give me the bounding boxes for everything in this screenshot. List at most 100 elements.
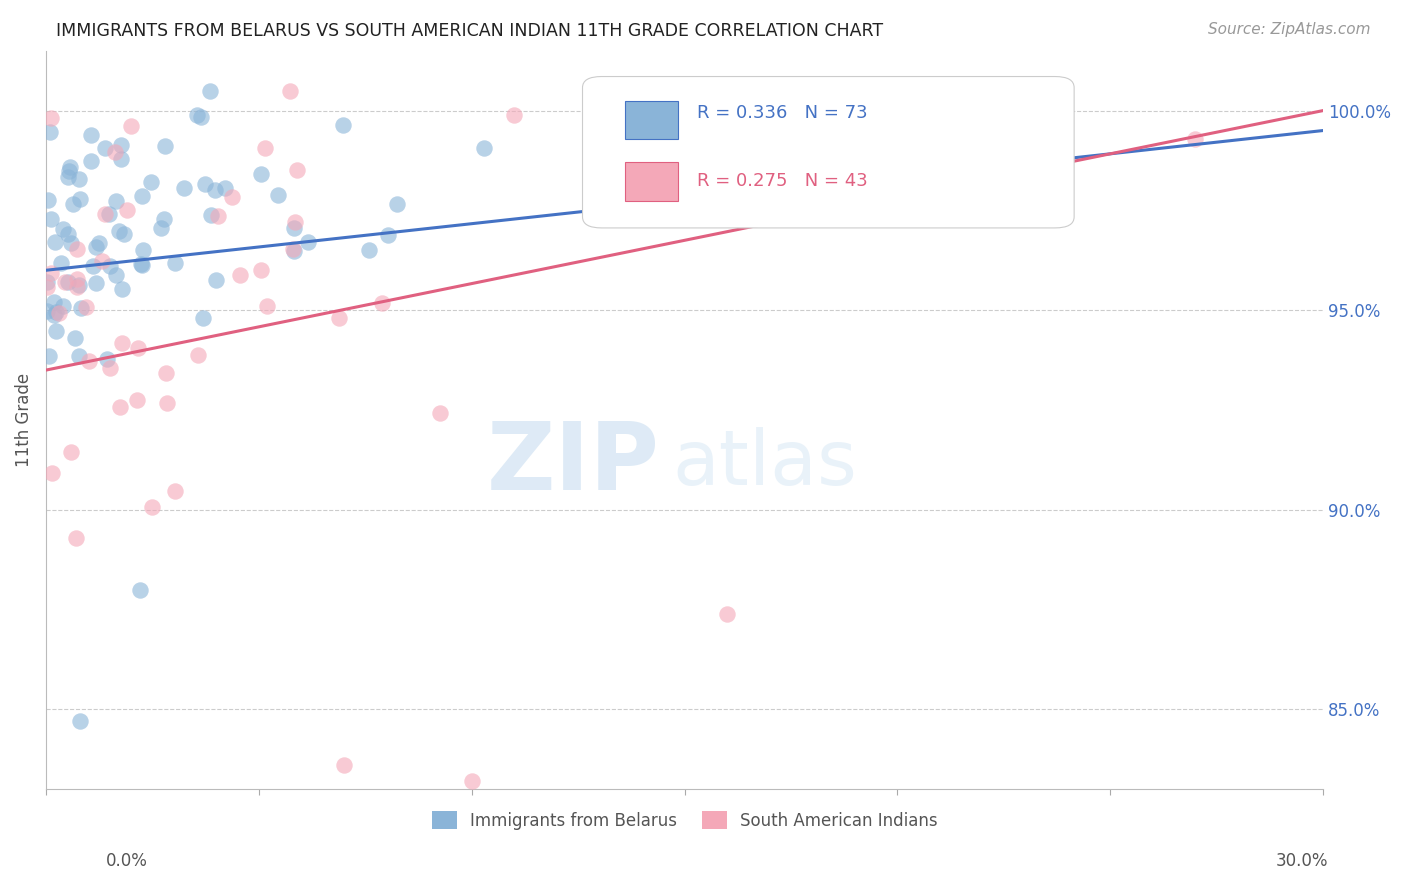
Point [163, 484, 186, 499]
Point [155, 396, 177, 410]
Point [503, 108, 526, 122]
Point [66, 279, 89, 293]
Legend: Immigrants from Belarus, South American Indians: Immigrants from Belarus, South American … [425, 805, 945, 837]
Point [387, 197, 409, 211]
Point [132, 243, 155, 257]
Point [155, 366, 177, 380]
Point [62, 196, 84, 211]
Point [104, 194, 127, 209]
Point [129, 257, 152, 271]
Point [84, 277, 107, 291]
Point [153, 212, 176, 227]
Point [359, 243, 381, 257]
Point [42, 295, 65, 310]
Point [278, 84, 301, 98]
Point [127, 393, 149, 408]
Text: IMMIGRANTS FROM BELARUS VS SOUTH AMERICAN INDIAN 11TH GRADE CORRELATION CHART: IMMIGRANTS FROM BELARUS VS SOUTH AMERICA… [56, 22, 883, 40]
Point [377, 227, 399, 242]
Point [429, 406, 451, 420]
Point [110, 138, 132, 153]
Point [139, 175, 162, 189]
Text: atlas: atlas [672, 427, 856, 501]
Point [37, 280, 59, 294]
Point [69, 714, 91, 729]
Point [120, 119, 142, 133]
Point [70, 301, 93, 316]
Point [52, 222, 75, 236]
Point [58, 170, 80, 185]
Point [194, 177, 217, 191]
Point [98, 260, 121, 274]
Point [60, 235, 83, 250]
Point [65, 531, 87, 545]
Point [1184, 131, 1206, 145]
Point [972, 99, 994, 113]
Point [67, 277, 90, 292]
Point [250, 263, 273, 277]
Text: Source: ZipAtlas.com: Source: ZipAtlas.com [1208, 22, 1371, 37]
Point [39, 212, 62, 227]
Point [53, 275, 76, 289]
Point [716, 607, 738, 621]
Point [283, 220, 305, 235]
Point [39, 266, 62, 280]
Point [65, 272, 87, 286]
Y-axis label: 11th Grade: 11th Grade [15, 373, 32, 467]
Point [39, 125, 62, 139]
Point [90, 254, 112, 268]
Point [328, 310, 350, 325]
Point [131, 189, 153, 203]
Point [44, 235, 66, 250]
Point [297, 235, 319, 250]
Point [190, 110, 212, 124]
Point [198, 84, 221, 98]
Point [370, 295, 392, 310]
Point [193, 310, 215, 325]
Point [35, 304, 58, 318]
Point [187, 348, 209, 362]
Point [734, 170, 756, 185]
Point [153, 139, 176, 153]
Point [110, 401, 132, 415]
Point [108, 223, 131, 237]
Point [67, 172, 90, 186]
Point [59, 444, 82, 458]
Point [59, 160, 82, 174]
Point [94, 206, 117, 220]
Point [461, 774, 484, 789]
Point [45, 324, 67, 338]
Point [205, 273, 228, 287]
Point [173, 181, 195, 195]
Point [75, 300, 97, 314]
Point [186, 108, 208, 122]
Point [63, 331, 86, 345]
Point [283, 244, 305, 258]
Point [49, 256, 72, 270]
Point [104, 145, 127, 159]
Point [207, 209, 229, 223]
Point [281, 242, 304, 256]
Point [128, 582, 150, 597]
Point [41, 466, 63, 480]
Point [48, 306, 70, 320]
Point [333, 758, 356, 772]
Point [66, 242, 89, 256]
Text: R = 0.275   N = 43: R = 0.275 N = 43 [697, 172, 868, 190]
Point [84, 240, 107, 254]
Point [127, 341, 149, 355]
Point [112, 227, 135, 242]
Point [98, 361, 121, 376]
Point [82, 260, 104, 274]
Point [115, 202, 138, 217]
Point [141, 500, 163, 515]
Point [89, 235, 111, 250]
Point [163, 256, 186, 270]
Point [51, 299, 73, 313]
Point [56, 276, 79, 290]
Point [77, 354, 100, 368]
Point [39, 111, 62, 125]
Point [253, 141, 276, 155]
Point [200, 208, 222, 222]
Point [214, 181, 236, 195]
Bar [624, 162, 678, 201]
